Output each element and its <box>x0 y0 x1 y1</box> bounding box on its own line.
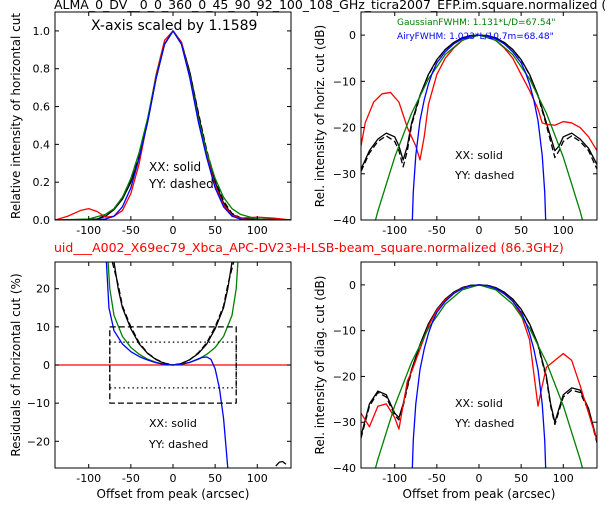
annotation: XX: solid <box>149 160 201 174</box>
y-tick-label: −20 <box>27 435 50 448</box>
x-tick-label: 50 <box>514 472 528 485</box>
x-tick-label: 100 <box>553 224 574 237</box>
x-tick-label: 0 <box>476 224 483 237</box>
y-tick-label: −30 <box>333 168 356 181</box>
plot-p4: -100 -50 0 50 100 0 −10 −20 −30 −40 Rel. intensity… <box>313 261 598 501</box>
y-tick-label: 0 <box>43 359 50 372</box>
x-tick-label: -100 <box>76 472 101 485</box>
x-tick-label: -100 <box>76 224 101 237</box>
x-axis-label: Offset from peak (arcsec) <box>403 487 556 501</box>
y-tick-label: 10 <box>36 321 50 334</box>
plot-area <box>55 12 291 220</box>
series-group <box>55 262 291 468</box>
y-axis-label: Rel. intensity of diag. cut (dB) <box>313 276 327 455</box>
x-tick-label: 100 <box>553 472 574 485</box>
x-tick-label: 50 <box>208 224 222 237</box>
x-tick-label: 0 <box>476 472 483 485</box>
y-axis-label: Rel. intensity of horiz. cut (dB) <box>313 25 327 207</box>
x-axis-label: Offset from peak (arcsec) <box>97 487 250 501</box>
plot-p2: -100 -50 0 50 100 0 −10 −20 −30 −40 Rel. intensity… <box>313 11 598 237</box>
x-tick-label: -50 <box>122 472 140 485</box>
x-tick-label: -50 <box>428 472 446 485</box>
y-tick-label: 0.8 <box>33 63 51 76</box>
x-tick-label: -50 <box>122 224 140 237</box>
series-group <box>55 30 291 220</box>
plot-area <box>361 262 597 468</box>
series-group <box>361 284 597 468</box>
y-tick-label: 0.2 <box>33 176 51 189</box>
y-tick-label: −10 <box>333 75 356 88</box>
series-line-black-dotted <box>109 341 237 389</box>
y-tick-label: 0.0 <box>33 214 51 227</box>
x-tick-label: 50 <box>514 224 528 237</box>
y-tick-label: 0.4 <box>33 138 51 151</box>
annotation: XX: solid <box>149 417 197 430</box>
plot-title: ALMA_0_DV__0_0_360_0_45_90_92_100_108_GH… <box>54 0 606 12</box>
y-tick-label: 0.6 <box>33 101 51 114</box>
plot-p1: -100 -50 0 50 100 0.0 0.2 0.4 0.6 0.8 1.0 Relative … <box>9 0 606 237</box>
y-tick-label: −40 <box>333 214 356 227</box>
x-tick-label: -100 <box>382 472 407 485</box>
annotation: X-axis scaled by 1.1589 <box>91 18 257 34</box>
annotation: YY: dashed <box>148 177 214 191</box>
x-tick-label: 100 <box>247 472 268 485</box>
annotation: XX: solid <box>455 397 503 410</box>
y-tick-label: −30 <box>333 416 356 429</box>
y-axis-label: Relative intensity of horizontal cut <box>9 13 23 219</box>
y-tick-label: 20 <box>36 283 50 296</box>
x-tick-label: -50 <box>428 224 446 237</box>
plot-area <box>361 12 597 220</box>
y-tick-label: −10 <box>333 325 356 338</box>
x-tick-label: 100 <box>247 224 268 237</box>
y-tick-label: −20 <box>333 370 356 383</box>
y-tick-label: 1.0 <box>33 25 51 38</box>
x-tick-label: -100 <box>382 224 407 237</box>
legend-entry: GaussianFWHM: 1.131*L/D=67.54" <box>397 18 555 28</box>
legend-entry: AiryFWHM: 1.023*L/10.7m=68.48" <box>397 32 554 42</box>
series-line-blue-solid <box>55 30 291 220</box>
series-line-blue-solid <box>411 34 547 220</box>
annotation: YY: dashed <box>454 169 514 182</box>
x-tick-label: 50 <box>208 472 222 485</box>
series-line-black-dashed <box>109 326 237 404</box>
y-tick-label: 0 <box>349 279 356 292</box>
series-line-blue-solid <box>411 284 547 468</box>
y-tick-label: −20 <box>333 122 356 135</box>
y-axis-label: Residuals of horizontal cut (%) <box>9 273 23 456</box>
plot-title: uid___A002_X69ec79_Xbca_APC-DV23-H-LSB-b… <box>54 240 564 255</box>
annotation: YY: dashed <box>148 438 208 451</box>
annotation: YY: dashed <box>454 417 514 430</box>
series-group <box>361 34 597 220</box>
annotation: XX: solid <box>455 149 503 162</box>
series-line-blue-solid <box>105 262 229 468</box>
series-line-black-solid <box>275 460 287 467</box>
y-tick-label: −10 <box>27 397 50 410</box>
x-tick-label: 0 <box>170 472 177 485</box>
y-tick-label: −40 <box>333 462 356 475</box>
x-tick-label: 0 <box>170 224 177 237</box>
y-tick-label: 0 <box>349 29 356 42</box>
